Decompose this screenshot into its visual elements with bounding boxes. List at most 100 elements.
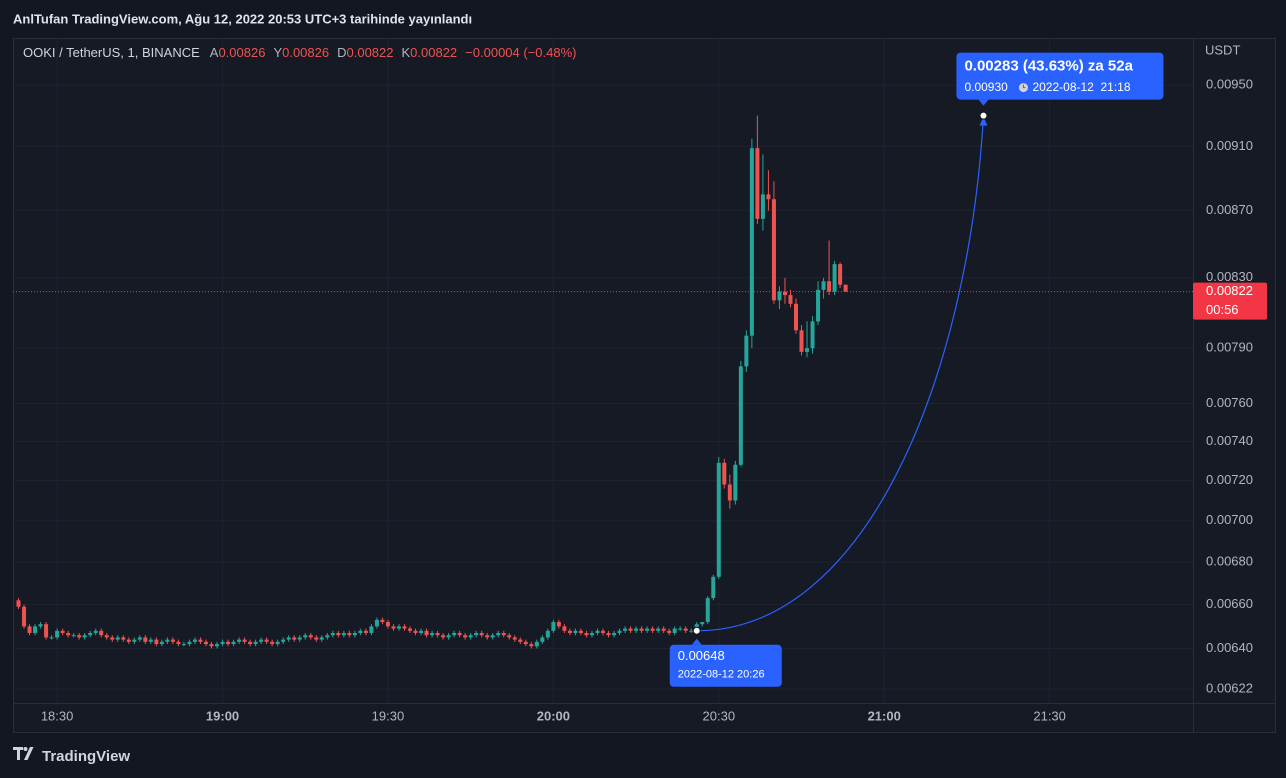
candle-body <box>137 637 142 640</box>
candle-body <box>589 632 594 636</box>
candle-body <box>452 632 457 636</box>
candle-body <box>457 632 462 636</box>
candle-body <box>165 639 170 642</box>
candle-body <box>281 639 286 642</box>
candle-body <box>385 622 390 627</box>
candle-body <box>771 199 776 301</box>
measure-start-dot <box>692 626 701 635</box>
legend-value: 0.00826 <box>282 45 329 60</box>
candle-body <box>170 639 175 642</box>
candle-body <box>237 639 242 642</box>
candle-body <box>363 630 368 633</box>
candle-body <box>126 639 131 642</box>
candle-body <box>192 639 197 642</box>
candle-body <box>738 366 743 465</box>
candle-body <box>347 632 352 636</box>
candle-body <box>430 632 435 636</box>
candle-body <box>760 194 765 219</box>
candle-body <box>402 626 407 629</box>
candle-body <box>242 639 247 642</box>
candle-body <box>231 641 236 645</box>
candle-body <box>678 628 683 630</box>
legend-value: 0.00822 <box>410 45 457 60</box>
candle-body <box>584 632 589 636</box>
candle-body <box>115 637 120 640</box>
candle-body <box>639 628 644 631</box>
y-tick-label: 0.00950 <box>1206 77 1253 92</box>
candle-body <box>832 264 837 292</box>
candle-body <box>821 281 826 290</box>
candle-body <box>485 635 490 638</box>
candle-body <box>689 630 694 632</box>
candle-body <box>656 628 661 631</box>
candle-body <box>490 635 495 638</box>
candle-body <box>617 630 622 633</box>
candle-body <box>474 632 479 636</box>
candle-body <box>551 622 556 631</box>
candle-body <box>805 348 810 352</box>
legend-key: A <box>210 45 219 60</box>
y-tick-label: 0.00790 <box>1206 340 1253 355</box>
candle-body <box>534 641 539 647</box>
candle-body <box>38 624 43 627</box>
candle-body <box>226 641 231 645</box>
candle-body <box>766 194 771 200</box>
legend-key: D <box>337 45 346 60</box>
candle-body <box>104 635 109 638</box>
candle-body <box>567 630 572 633</box>
candle-body <box>468 635 473 638</box>
candle-body <box>529 644 534 647</box>
candle-body <box>203 641 208 645</box>
candle-body <box>143 637 148 642</box>
candle-body <box>667 630 672 633</box>
start-price: 0.00648 <box>678 648 725 663</box>
x-tick-label: 18:30 <box>41 708 74 723</box>
legend-key: K <box>402 45 411 60</box>
measure-headline: 0.00283 (43.63%) za 52a <box>964 58 1133 75</box>
candles <box>16 115 848 649</box>
candle-body <box>336 632 341 636</box>
candle-body <box>628 628 633 631</box>
candle-body <box>341 632 346 636</box>
x-tick-label: 20:00 <box>537 708 570 723</box>
candle-body <box>810 321 815 349</box>
candle-body <box>286 637 291 640</box>
candle-body <box>330 632 335 636</box>
logo-icon <box>13 747 34 760</box>
candle-body <box>501 632 506 636</box>
candle-body <box>661 628 666 631</box>
start-time: 2022-08-12 20:26 <box>678 669 765 681</box>
candle-body <box>253 641 258 645</box>
candle-body <box>419 630 424 633</box>
candle-body <box>77 635 82 638</box>
grid <box>13 38 1193 703</box>
candle-body <box>573 630 578 633</box>
overlay: 0.00950 0.00910 0.00870 0.00830 0.00790 0.007… <box>41 52 1267 723</box>
y-tick-label: 0.00830 <box>1206 269 1253 284</box>
candle-body <box>435 632 440 636</box>
candle-body <box>782 291 787 296</box>
candle-body <box>303 635 308 638</box>
legend-key: Y <box>273 45 282 60</box>
candle-body <box>49 637 54 639</box>
candle-body <box>215 644 220 647</box>
candle-body <box>66 632 71 636</box>
chart-panel <box>13 38 1276 733</box>
candle-body <box>27 626 32 633</box>
y-tick-label: 0.00910 <box>1206 138 1253 153</box>
candle-body <box>424 630 429 636</box>
candle-body <box>93 630 98 633</box>
candle-body <box>292 637 297 640</box>
candle-body <box>793 303 798 331</box>
candle-body <box>606 632 611 636</box>
end-time: 2022-08-12 21:18 <box>1032 80 1130 94</box>
candle-body <box>132 639 137 642</box>
candle-body <box>683 628 688 631</box>
candle-body <box>441 635 446 638</box>
candle-body <box>705 598 710 623</box>
candle-body <box>60 630 65 633</box>
x-tick-label: 19:30 <box>372 708 405 723</box>
candle-body <box>198 639 203 642</box>
start-label-box <box>669 644 782 687</box>
